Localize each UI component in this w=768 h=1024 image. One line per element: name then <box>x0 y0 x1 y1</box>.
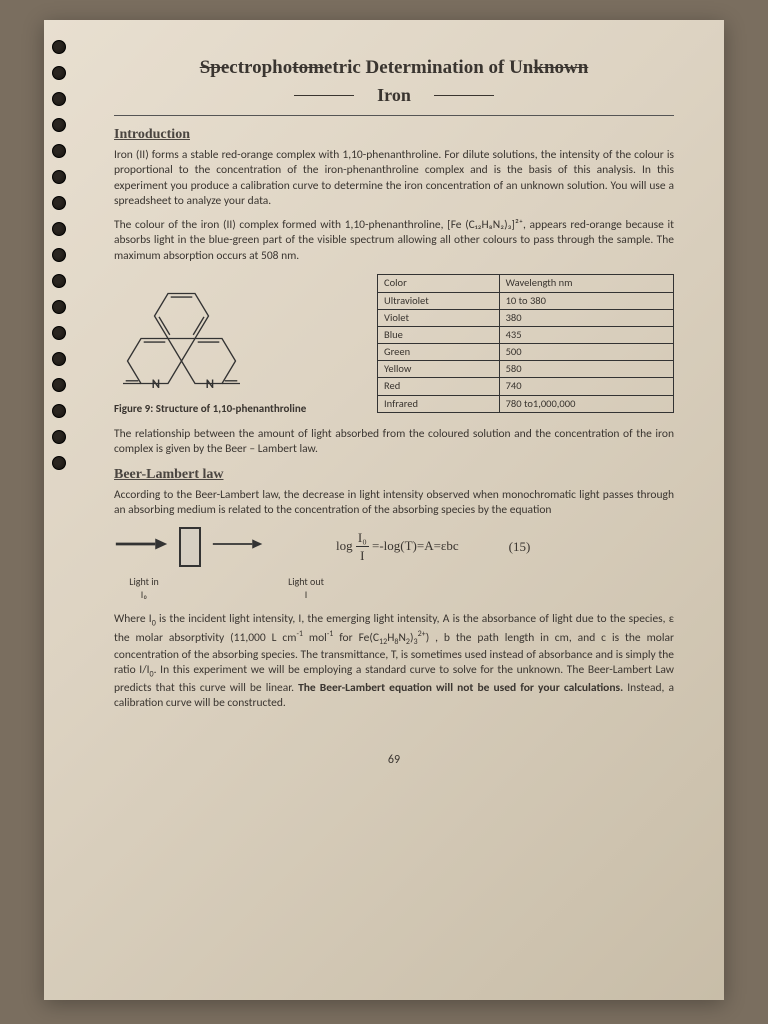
n-label-1: N <box>152 377 160 392</box>
spiral-binding <box>52 20 82 1000</box>
beer-paragraph-1: According to the Beer-Lambert law, the d… <box>114 488 674 519</box>
title-strike-1: Spe <box>200 57 230 78</box>
wavelength-table: Color Wavelength nm Ultraviolet10 to 380… <box>377 274 674 412</box>
beer-paragraph-2: Where I0 is the incident light intensity… <box>114 612 674 712</box>
table-row: Blue435 <box>377 326 673 343</box>
figure-table-row: N N Figure 9: Structure of 1,10-phenanth… <box>114 274 674 416</box>
intro-paragraph-1: Iron (II) forms a stable red-orange comp… <box>114 148 674 210</box>
page-subtitle: Iron <box>114 83 674 107</box>
page-number: 69 <box>114 752 674 768</box>
page-title: Spectrophotometric Determination of Unkn… <box>114 55 674 81</box>
col-color: Color <box>377 275 499 292</box>
section-head-intro: Introduction <box>114 126 674 145</box>
arrow-out-icon <box>211 534 266 560</box>
table-row: Green500 <box>377 344 673 361</box>
equation-block: log I₀I =-log(T)=A=εbc (15) <box>336 529 530 565</box>
molecule-figure: N N Figure 9: Structure of 1,10-phenanth… <box>114 274 357 416</box>
document-page: Spectrophotometric Determination of Unkn… <box>44 20 724 1000</box>
beer-lambert-diagram: log I₀I =-log(T)=A=εbc (15) <box>114 527 674 567</box>
cuvette-icon <box>179 527 201 567</box>
light-labels-row: Light inI₀ Light outI <box>114 575 674 602</box>
table-row: Red740 <box>377 378 673 395</box>
equation-text: log I₀I =-log(T)=A=εbc <box>336 529 459 565</box>
title-strike-3: known <box>533 57 588 78</box>
title-strike-2: tom <box>292 57 324 78</box>
divider <box>114 115 674 116</box>
table-row: Violet380 <box>377 309 673 326</box>
table-row: Infrared780 to1,000,000 <box>377 395 673 412</box>
table-row: Yellow580 <box>377 361 673 378</box>
table-row: Ultraviolet10 to 380 <box>377 292 673 309</box>
between-paragraph: The relationship between the amount of l… <box>114 427 674 458</box>
n-label-2: N <box>206 377 214 392</box>
col-wavelength: Wavelength nm <box>499 275 673 292</box>
section-head-beer: Beer-Lambert law <box>114 466 674 485</box>
intro-paragraph-2: The colour of the iron (II) complex form… <box>114 218 674 265</box>
arrow-in-icon <box>114 534 169 560</box>
equation-number: (15) <box>509 538 531 556</box>
phenanthroline-structure-icon: N N <box>114 274 294 394</box>
table-header-row: Color Wavelength nm <box>377 275 673 292</box>
light-out-label: Light outI <box>276 575 336 602</box>
light-in-label: Light inI₀ <box>114 575 174 602</box>
figure-caption: Figure 9: Structure of 1,10-phenanthroli… <box>114 402 357 417</box>
